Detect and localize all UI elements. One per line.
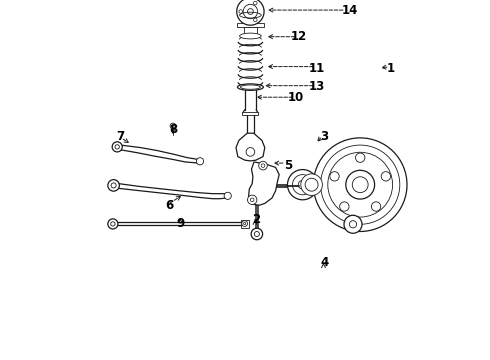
Text: 5: 5 xyxy=(284,159,293,172)
Text: 11: 11 xyxy=(309,62,325,75)
Circle shape xyxy=(344,215,362,233)
Text: 4: 4 xyxy=(320,256,328,269)
Ellipse shape xyxy=(241,85,260,89)
Circle shape xyxy=(108,219,118,229)
Ellipse shape xyxy=(238,84,263,90)
Circle shape xyxy=(224,192,231,199)
Polygon shape xyxy=(117,145,202,164)
Text: 10: 10 xyxy=(287,91,303,104)
Circle shape xyxy=(251,228,263,240)
Circle shape xyxy=(112,142,122,152)
Polygon shape xyxy=(236,133,265,161)
Circle shape xyxy=(301,174,322,195)
Circle shape xyxy=(196,158,204,165)
Text: 13: 13 xyxy=(309,80,325,93)
Circle shape xyxy=(108,180,120,191)
Text: 7: 7 xyxy=(117,130,125,143)
Circle shape xyxy=(381,172,391,181)
Circle shape xyxy=(242,221,247,226)
Bar xyxy=(237,23,264,27)
Text: 1: 1 xyxy=(387,62,395,75)
Circle shape xyxy=(346,170,374,199)
Ellipse shape xyxy=(240,33,261,39)
Text: 8: 8 xyxy=(169,123,177,136)
Circle shape xyxy=(340,202,349,211)
Text: 2: 2 xyxy=(252,213,260,226)
Text: 6: 6 xyxy=(165,199,173,212)
Text: 9: 9 xyxy=(176,217,184,230)
Bar xyxy=(244,27,257,36)
Circle shape xyxy=(237,0,264,25)
Bar xyxy=(241,220,248,228)
Circle shape xyxy=(356,153,365,162)
Circle shape xyxy=(330,172,339,181)
Circle shape xyxy=(288,170,318,200)
Text: 12: 12 xyxy=(291,30,307,42)
Circle shape xyxy=(314,138,407,231)
Circle shape xyxy=(259,161,268,170)
Text: 14: 14 xyxy=(341,4,358,17)
Text: 3: 3 xyxy=(320,130,328,143)
Circle shape xyxy=(247,195,257,204)
Circle shape xyxy=(170,123,176,129)
Circle shape xyxy=(371,202,381,211)
Polygon shape xyxy=(114,183,229,199)
Polygon shape xyxy=(248,162,279,205)
Bar xyxy=(243,112,258,115)
